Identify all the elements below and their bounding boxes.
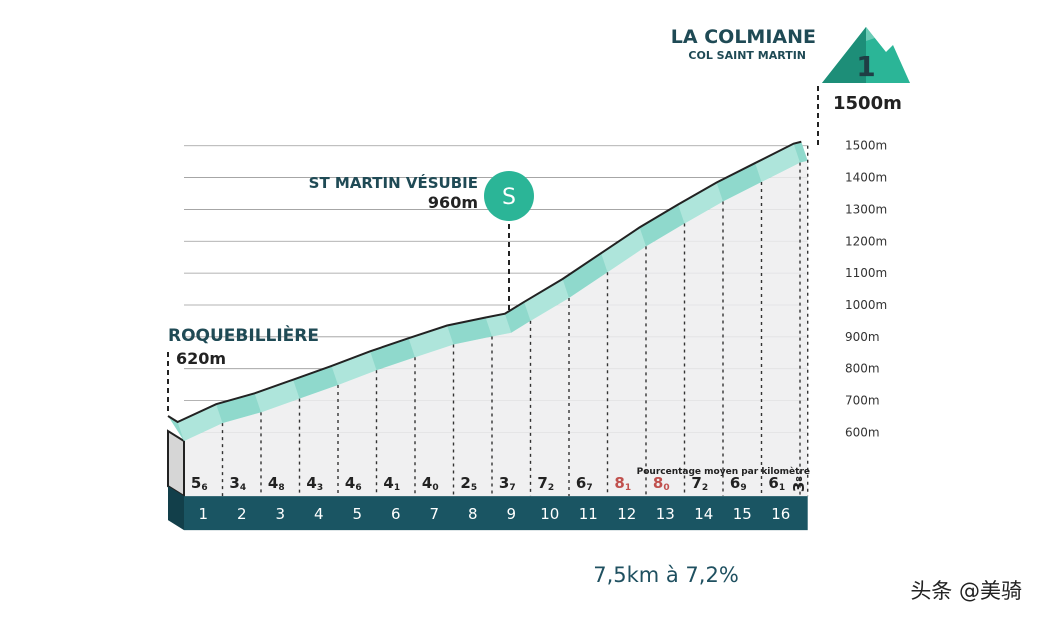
summit-name: LA COLMIANE: [671, 26, 816, 48]
gradient-label: 37: [499, 474, 516, 493]
km-tick-label: 1: [198, 505, 208, 523]
km-tick-label: 16: [771, 505, 790, 523]
climb-summary: 7,5km à 7,2%: [593, 563, 739, 587]
y-tick-label: 800m: [845, 362, 880, 376]
gradient-label: 46: [345, 474, 362, 493]
km-tick-label: 5: [352, 505, 362, 523]
band-stripe: [331, 351, 377, 385]
mountain-category-number: 1: [856, 50, 875, 83]
gradient-label: 67: [576, 474, 593, 493]
profile-area: [167, 140, 808, 498]
y-tick-label: 900m: [845, 330, 880, 344]
km-tick-label: 4: [314, 505, 324, 523]
profile-side-face: [167, 429, 185, 498]
km-tick-label: 7: [429, 505, 439, 523]
start-altitude: 620m: [176, 349, 226, 368]
band-stripe: [601, 227, 646, 273]
gradient-label: 69: [730, 474, 747, 493]
gradient-label: 56: [191, 474, 208, 493]
summit-subname: COL SAINT MARTIN: [688, 49, 806, 62]
y-axis-ticks: 600m 700m 800m 900m 1000m 1100m 1200m 1300m 1400…: [845, 139, 887, 440]
gradient-label: 72: [691, 474, 708, 493]
gradient-label: 81: [614, 474, 631, 493]
km-tick-label: 2: [237, 505, 247, 523]
gradient-label: 38: [790, 476, 808, 492]
base-front: [184, 496, 808, 531]
band-stripe: [678, 182, 723, 224]
band-stripe: [254, 379, 300, 413]
km-divider-lines: [221, 145, 809, 497]
km-tick-label: 8: [468, 505, 478, 523]
y-tick-label: 1100m: [845, 266, 887, 280]
gradient-label: 40: [422, 474, 439, 493]
band-stripe: [524, 278, 569, 321]
y-tick-label: 1200m: [845, 234, 887, 248]
base-side: [168, 486, 184, 531]
gradient-label: 25: [460, 474, 477, 493]
gradient-label: 41: [383, 474, 400, 493]
sprint-badge-letter: S: [502, 185, 516, 210]
gradient-label: 34: [229, 474, 246, 493]
sprint-name: ST MARTIN VÉSUBIE: [309, 173, 478, 192]
profile-fill: [184, 160, 808, 497]
gradient-label: 48: [268, 474, 285, 493]
gradient-label: 72: [537, 474, 554, 493]
km-tick-label: 15: [733, 505, 752, 523]
band-stripe: [485, 313, 512, 337]
y-tick-label: 1500m: [845, 139, 887, 153]
base-bar: [168, 486, 808, 531]
band-stripe: [755, 143, 800, 183]
km-tick-label: 14: [694, 505, 713, 523]
y-tick-label: 700m: [845, 394, 880, 408]
y-tick-label: 1000m: [845, 298, 887, 312]
start-name: ROQUEBILLIÈRE: [168, 324, 319, 346]
mountain-category-icon: 1: [822, 27, 910, 83]
gradient-label: 80: [653, 474, 670, 493]
km-tick-label: 12: [617, 505, 636, 523]
km-tick-label: 11: [579, 505, 598, 523]
y-tick-label: 1400m: [845, 171, 887, 185]
km-tick-label: 6: [391, 505, 401, 523]
km-tick-label: 3: [275, 505, 285, 523]
summit-altitude: 1500m: [833, 93, 902, 114]
band-stripe: [408, 325, 454, 358]
gradient-note: Pourcentage moyen par kilomètre: [637, 466, 810, 477]
y-tick-label: 600m: [845, 425, 880, 439]
km-tick-label: 10: [540, 505, 559, 523]
gradient-label: 43: [306, 474, 323, 493]
y-tick-label: 1300m: [845, 202, 887, 216]
km-tick-labels: 1 2 3 4 5 6 7 8 9 10 11 12 13 14 15 16: [198, 505, 790, 523]
sprint-badge: [484, 171, 534, 221]
profile-band: [168, 141, 808, 441]
gradient-labels: 56 34 48 43 46 41 40 25 37 72 67 81 80 72 69 61 38: [191, 474, 808, 493]
gradient-label: 61: [768, 474, 785, 493]
km-tick-label: 13: [656, 505, 675, 523]
profile-outline: [167, 140, 802, 424]
sprint-altitude: 960m: [428, 193, 478, 212]
band-stripe: [177, 404, 223, 441]
km-tick-label: 9: [506, 505, 516, 523]
watermark: 头条 @美骑: [910, 579, 1022, 603]
